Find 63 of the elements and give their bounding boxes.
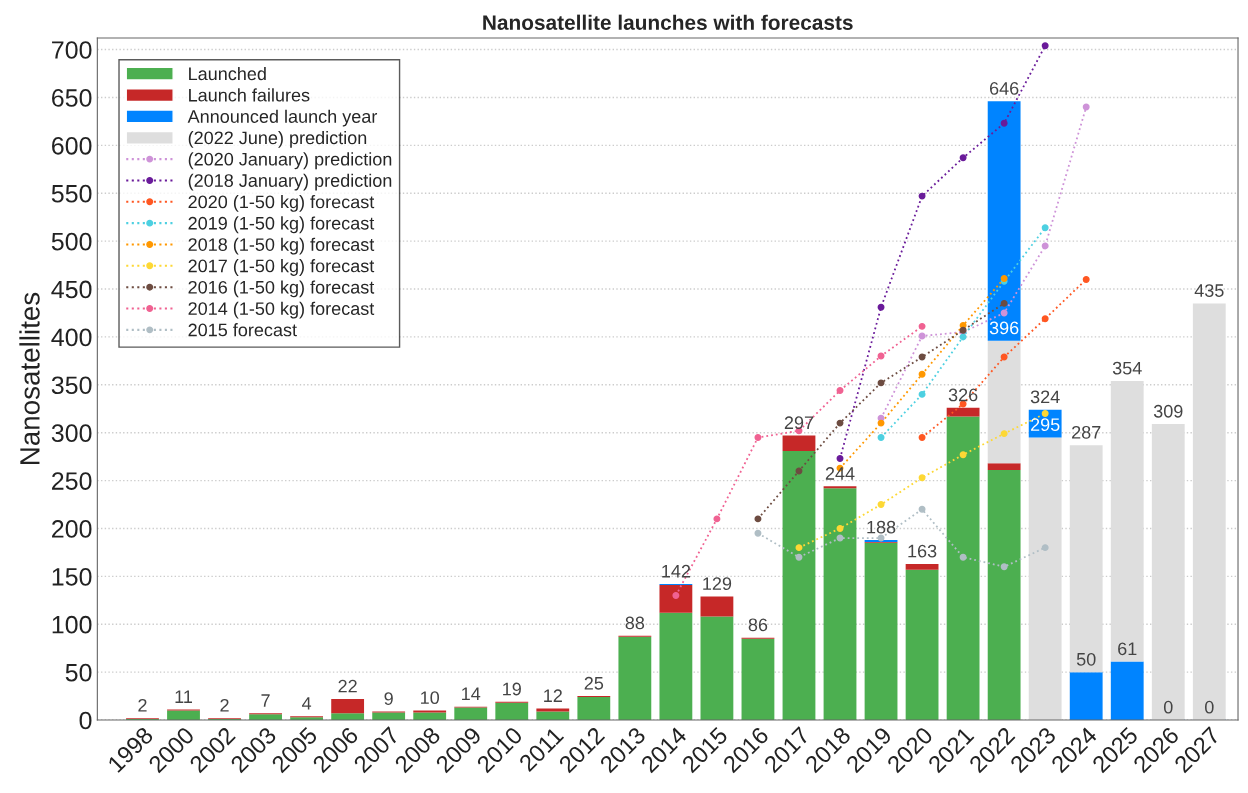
total-label: 7 bbox=[261, 694, 270, 707]
total-label: 326 bbox=[948, 388, 978, 402]
y-tick-label: 300 bbox=[51, 424, 92, 442]
total-label: 324 bbox=[1030, 390, 1060, 404]
y-tick-label: 200 bbox=[52, 520, 92, 538]
total-label: 2 bbox=[138, 698, 147, 712]
legend-label: 2020 (1-50 kg) forecast bbox=[188, 195, 375, 212]
y-tick-label: 500 bbox=[51, 232, 92, 251]
total-label: 646 bbox=[989, 82, 1019, 95]
data-label: 61 bbox=[1118, 642, 1137, 656]
total-label: 19 bbox=[503, 682, 521, 696]
y-tick-label: 600 bbox=[52, 136, 92, 155]
total-label: 309 bbox=[1153, 404, 1183, 418]
total-label: 2 bbox=[220, 698, 229, 712]
total-label: 22 bbox=[338, 679, 357, 693]
legend-label: Launched bbox=[189, 66, 266, 81]
total-label: 88 bbox=[625, 616, 645, 630]
total-label: 4 bbox=[302, 697, 312, 710]
legend-label: 2018 (1-50 kg) forecast bbox=[188, 237, 375, 255]
y-tick-label: 550 bbox=[51, 184, 92, 203]
y-tick-label: 0 bbox=[79, 711, 92, 730]
chart-title: Nanosatellite launches with forecasts bbox=[483, 14, 853, 30]
legend-label: Announced launch year bbox=[187, 109, 378, 127]
total-label: 9 bbox=[384, 692, 393, 705]
y-tick-label: 350 bbox=[51, 376, 92, 395]
legend-label: Launch failures bbox=[189, 88, 310, 102]
legend-label: 2019 (1-50 kg) forecast bbox=[188, 216, 375, 234]
y-tick-label: 100 bbox=[52, 615, 92, 634]
legend-label: 2014 (1-50 kg) forecast bbox=[188, 301, 375, 319]
legend-label: 2017 (1-50 kg) forecast bbox=[188, 259, 375, 276]
total-label: 163 bbox=[908, 544, 937, 558]
annotation: 396 bbox=[989, 321, 1019, 335]
legend-label: (2020 January) prediction bbox=[188, 152, 392, 170]
total-label: 25 bbox=[584, 676, 604, 690]
y-tick-label: 50 bbox=[65, 663, 92, 682]
y-tick-label: 250 bbox=[52, 472, 92, 490]
total-label: 142 bbox=[662, 564, 691, 578]
total-label: 354 bbox=[1112, 361, 1142, 375]
total-label: 10 bbox=[421, 691, 440, 705]
legend-label: 2016 (1-50 kg) forecast bbox=[188, 280, 375, 298]
data-label: 0 bbox=[1163, 700, 1173, 714]
y-tick-label: 400 bbox=[51, 328, 92, 347]
total-label: 287 bbox=[1072, 425, 1101, 439]
data-label: 50 bbox=[1076, 652, 1096, 666]
data-label: 295 bbox=[1031, 418, 1060, 432]
y-tick-label: 700 bbox=[52, 41, 92, 59]
total-label: 188 bbox=[867, 520, 896, 534]
total-label: 12 bbox=[544, 689, 562, 702]
legend-label: (2022 June) prediction bbox=[188, 130, 367, 148]
y-axis-title: Nanosatellites bbox=[19, 292, 40, 465]
total-label: 297 bbox=[784, 416, 814, 430]
legend-label: 2015 forecast bbox=[188, 323, 297, 337]
total-label: 244 bbox=[825, 467, 855, 480]
total-label: 86 bbox=[748, 618, 768, 632]
total-label: 129 bbox=[703, 577, 732, 591]
y-tick-label: 150 bbox=[52, 567, 92, 586]
y-tick-label: 450 bbox=[51, 280, 92, 299]
total-label: 435 bbox=[1194, 284, 1224, 297]
y-tick-label: 650 bbox=[52, 89, 92, 107]
total-label: 14 bbox=[462, 687, 481, 701]
total-label: 11 bbox=[175, 690, 193, 703]
data-label: 0 bbox=[1204, 700, 1214, 714]
legend-label: (2018 January) prediction bbox=[188, 173, 392, 191]
